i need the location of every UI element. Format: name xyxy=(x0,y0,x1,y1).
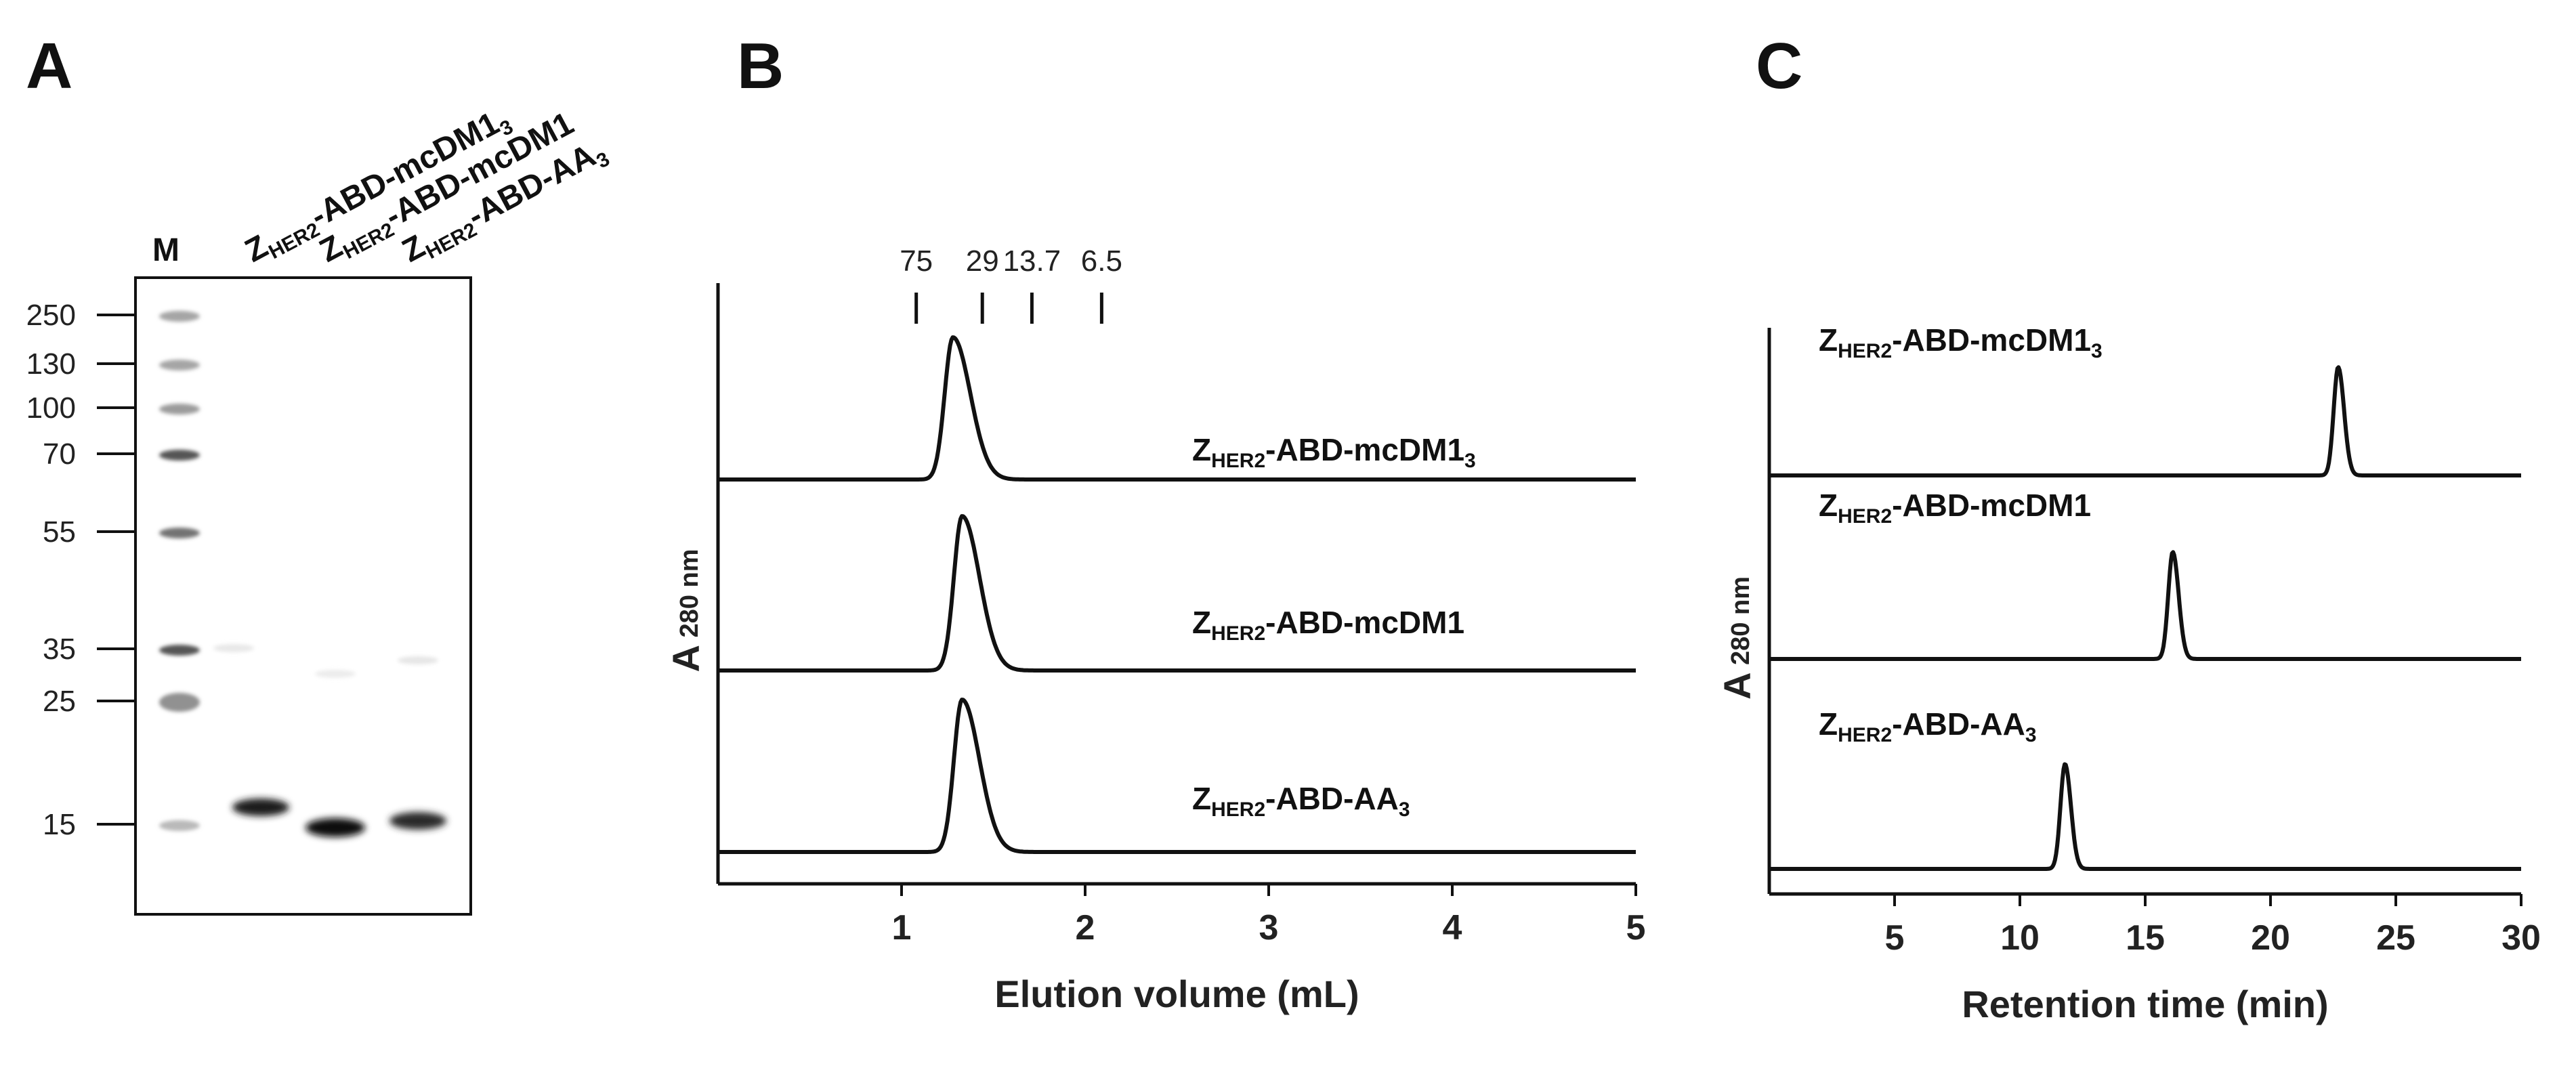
mw-label: 15 xyxy=(43,808,76,841)
mw-label: 100 xyxy=(26,391,76,425)
x-tick-label: 2 xyxy=(1076,908,1095,947)
marker-band xyxy=(159,450,200,461)
panel-b: B 1 2 3 4 5 Elution volume (mL) A 280 nm 75 29 13… xyxy=(664,30,1645,1015)
band-lane-1 xyxy=(232,798,289,816)
lane-labels: ZHER2-ABD-mcDM13ZHER2-ABD-mcDM1ZHER2-ABD… xyxy=(239,106,613,270)
label-subscript: 3 xyxy=(1464,450,1476,472)
panel-c-letter: C xyxy=(1756,30,1802,102)
mw-label: 130 xyxy=(26,347,76,381)
label-base: Z xyxy=(1192,781,1211,816)
band-lane-3 xyxy=(389,812,446,830)
trace-label: ZHER2-ABD-mcDM13 xyxy=(1192,432,1476,472)
label-subscript: HER2 xyxy=(1211,622,1265,645)
x-tick-label: 15 xyxy=(2126,918,2165,958)
label-subscript: HER2 xyxy=(1211,798,1265,821)
label-base: Z xyxy=(1192,432,1211,467)
mw-label: 55 xyxy=(43,515,76,549)
trace-label: ZHER2-ABD-mcDM1 xyxy=(1819,488,2091,528)
label-subscript: 3 xyxy=(1399,798,1410,821)
chart-b: 1 2 3 4 5 Elution volume (mL) A 280 nm 75 29 13.7… xyxy=(664,244,1645,1015)
faint-band xyxy=(315,670,356,678)
label-rest: -ABD-mcDM1 xyxy=(1892,322,2091,358)
marker-band xyxy=(159,360,200,370)
trace-label: ZHER2-ABD-AA3 xyxy=(1819,706,2037,746)
x-tick-label: 3 xyxy=(1259,908,1279,947)
label-rest: -ABD-mcDM1 xyxy=(1892,488,2091,523)
label-base: Z xyxy=(1819,706,1838,742)
x-tick-label: 4 xyxy=(1443,908,1462,947)
label-base: Z xyxy=(1819,488,1838,523)
mw-markers: 250 130 100 70 55 35 25 15 xyxy=(26,299,135,841)
standard-label: 6.5 xyxy=(1081,244,1122,278)
marker-band xyxy=(159,311,200,322)
trace-line xyxy=(1768,762,2522,871)
mw-label: 35 xyxy=(43,633,76,666)
label-rest: -ABD-AA xyxy=(1892,706,2025,742)
trace-label: ZHER2-ABD-mcDM1 xyxy=(1192,605,1464,645)
faint-band xyxy=(398,656,438,664)
label-subscript: HER2 xyxy=(339,219,398,264)
label-subscript: HER2 xyxy=(1838,724,1892,746)
x-tick-label: 30 xyxy=(2501,918,2541,958)
label-subscript: HER2 xyxy=(422,219,480,264)
sample-bands xyxy=(213,644,446,837)
x-axis-title: Elution volume (mL) xyxy=(994,973,1359,1015)
panel-a-letter: A xyxy=(26,30,72,102)
x-axis-title: Retention time (min) xyxy=(1962,983,2328,1025)
standard-label: 29 xyxy=(966,244,999,278)
label-subscript: HER2 xyxy=(1838,505,1892,528)
trace-label: ZHER2-ABD-AA3 xyxy=(1192,781,1410,821)
trace-line xyxy=(717,335,1637,482)
y-axis-title: A 280 nm xyxy=(664,549,707,673)
label-base: Z xyxy=(1192,605,1211,640)
faint-band xyxy=(213,644,254,652)
mw-label: 25 xyxy=(43,685,76,718)
marker-band xyxy=(159,528,200,538)
x-tick-label: 5 xyxy=(1885,918,1905,958)
marker-band xyxy=(159,404,200,414)
gel-frame xyxy=(134,276,472,916)
label-subscript: 3 xyxy=(2091,340,2103,362)
x-tick-label: 25 xyxy=(2376,918,2415,958)
y-axis-title: A 280 nm xyxy=(1716,576,1758,700)
x-tick-label: 20 xyxy=(2251,918,2290,958)
mw-label: 70 xyxy=(43,438,76,471)
x-tick-label: 1 xyxy=(892,908,912,947)
marker-bands xyxy=(159,311,200,831)
label-rest: -ABD-AA xyxy=(1265,781,1399,816)
marker-band xyxy=(159,693,200,712)
label-subscript: HER2 xyxy=(1211,450,1265,472)
panel-a: A M ZHER2-ABD-mcDM13ZHER2-ABD-mcDM1ZHER2… xyxy=(26,30,614,916)
trace-line xyxy=(717,514,1637,673)
trace-line xyxy=(1768,365,2522,477)
x-tick-label: 5 xyxy=(1626,908,1646,947)
chart-c: 5 10 15 20 25 30 Retention time (min) A 280 nm Z… xyxy=(1716,322,2541,1025)
trace-label: ZHER2-ABD-mcDM13 xyxy=(1819,322,2103,362)
panel-c: C 5 10 15 20 25 30 Retention time (min) A 280 n… xyxy=(1716,30,2541,1025)
label-base: Z xyxy=(1819,322,1838,358)
band-lane-2 xyxy=(305,818,365,837)
label-subscript: HER2 xyxy=(1838,340,1892,362)
label-rest: -ABD-mcDM1 xyxy=(1265,432,1464,467)
label-subscript: 3 xyxy=(2025,724,2037,746)
label-rest: -ABD-mcDM1 xyxy=(1265,605,1464,640)
standard-label: 75 xyxy=(900,244,933,278)
marker-lane-label: M xyxy=(152,232,180,268)
mw-label: 250 xyxy=(26,299,76,332)
trace-line xyxy=(717,698,1637,854)
marker-band xyxy=(159,645,200,656)
x-tick-label: 10 xyxy=(2000,918,2040,958)
standard-label: 13.7 xyxy=(1003,244,1061,278)
marker-band xyxy=(159,820,200,831)
trace-line xyxy=(1768,550,2522,661)
label-subscript: HER2 xyxy=(265,219,323,264)
panel-b-letter: B xyxy=(737,30,784,102)
